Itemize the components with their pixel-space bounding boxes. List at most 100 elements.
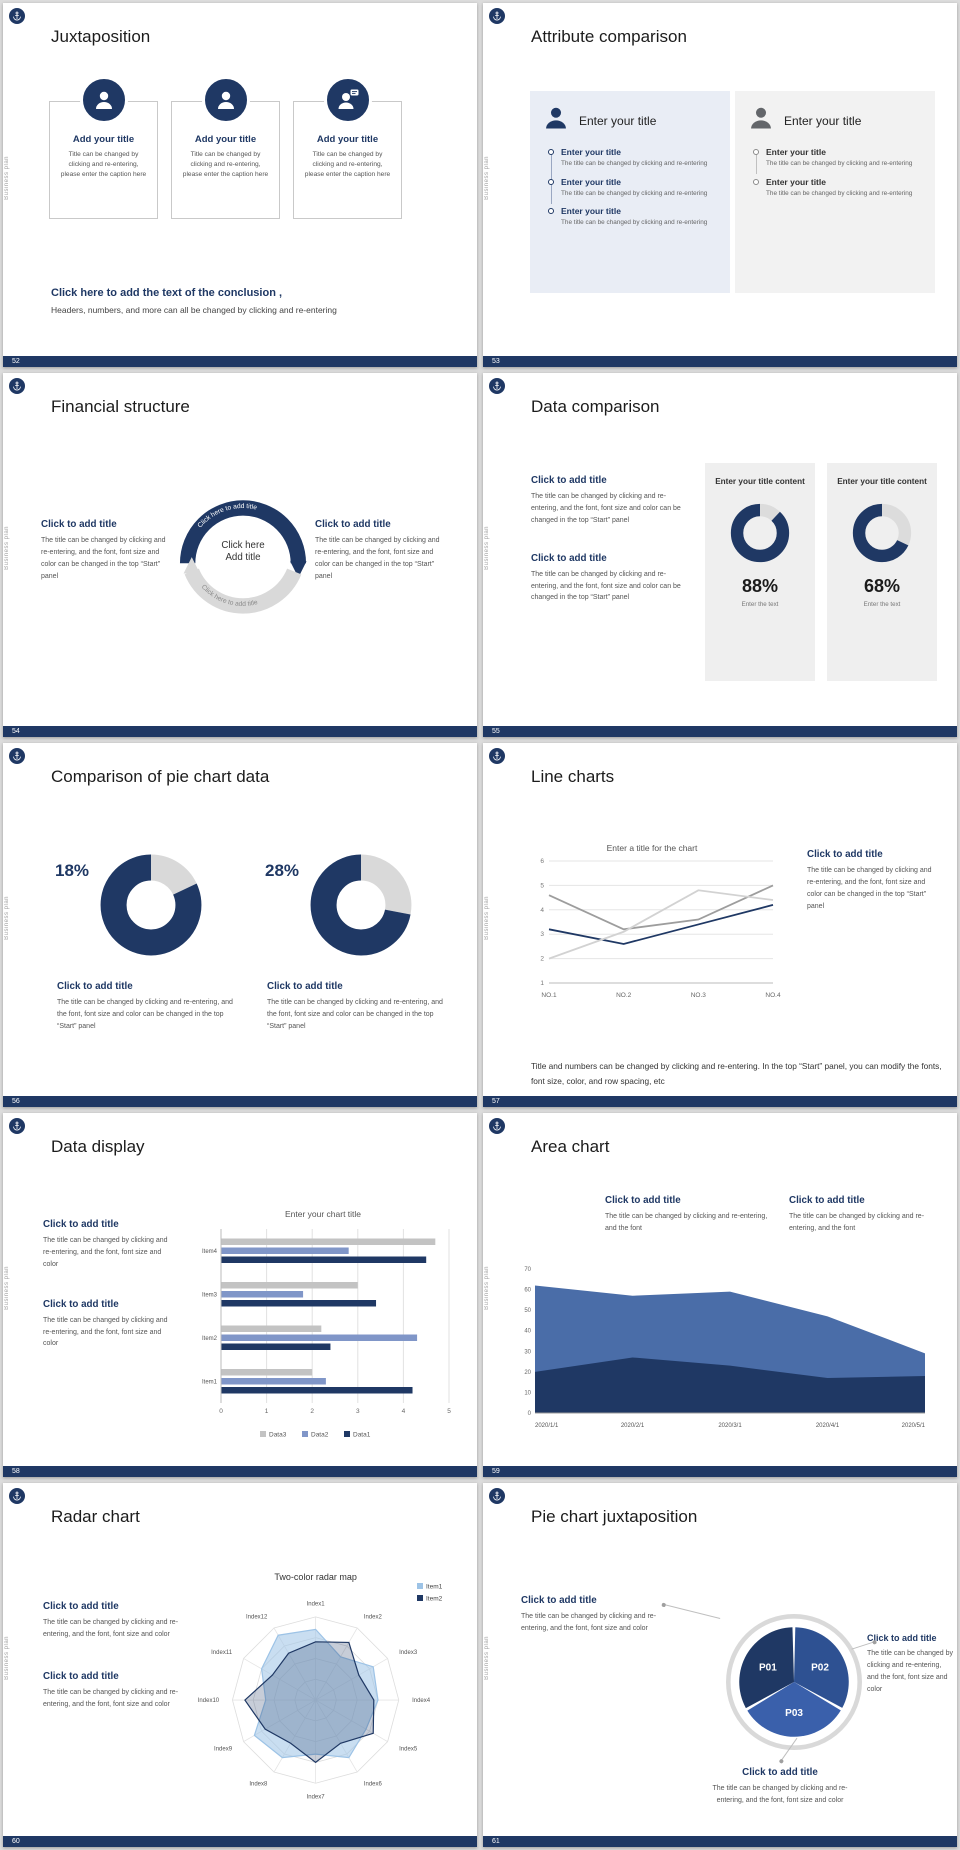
vertical-brand-text: Business plan xyxy=(4,1635,10,1680)
person-icon xyxy=(747,104,775,137)
slide-number: 55 xyxy=(492,728,500,735)
svg-text:Index4: Index4 xyxy=(412,1698,431,1704)
text-block: Click to add title The title can be chan… xyxy=(521,1595,661,1635)
svg-text:Index12: Index12 xyxy=(246,1614,268,1620)
slide-57[interactable]: Business plan Line charts 1 2 3 4 5 6 NO.1 NO.2… xyxy=(483,743,957,1107)
text-block: Click to add title The title can be chan… xyxy=(531,553,689,605)
svg-text:1: 1 xyxy=(265,1408,269,1415)
svg-text:Item1: Item1 xyxy=(426,1584,443,1591)
text-block: Click to add title The title can be chan… xyxy=(267,981,450,1033)
slide-58[interactable]: Business plan Data display Click to add … xyxy=(3,1113,477,1477)
svg-text:Index9: Index9 xyxy=(214,1746,233,1752)
slide-55[interactable]: Business plan Data comparison Click to a… xyxy=(483,373,957,737)
svg-text:2020/4/1: 2020/4/1 xyxy=(816,1423,840,1429)
timeline: Enter your title The title can be change… xyxy=(753,147,923,198)
svg-text:Item3: Item3 xyxy=(202,1292,218,1298)
text-block-right: Click to add title The title can be chan… xyxy=(315,519,443,583)
timeline-item: Enter your title The title can be change… xyxy=(548,177,718,199)
slide-56[interactable]: Business plan Comparison of pie chart da… xyxy=(3,743,477,1107)
block-title: Click to add title xyxy=(531,475,607,486)
anchor-logo-icon xyxy=(9,378,25,394)
item-title: Enter your title xyxy=(561,147,621,157)
block-caption: The title can be changed by clicking and… xyxy=(807,867,932,910)
slide-title: Comparison of pie chart data xyxy=(51,767,270,786)
item-title: Enter your title xyxy=(561,206,621,217)
block-caption: The title can be changed by clicking and… xyxy=(43,1316,168,1348)
anchor-logo-icon xyxy=(489,748,505,764)
card-title: Add your title xyxy=(316,134,379,145)
slide-52[interactable]: Business plan Juxtaposition Add your tit… xyxy=(3,3,477,367)
svg-text:Enter a title for the chart: Enter a title for the chart xyxy=(607,843,698,853)
svg-text:Data3: Data3 xyxy=(269,1432,287,1439)
footnote-text: Title and numbers can be changed by clic… xyxy=(531,1061,942,1086)
slide-54[interactable]: Business plan Financial structure Click … xyxy=(3,373,477,737)
slide-footer-bar xyxy=(483,1836,957,1847)
slide-number: 60 xyxy=(12,1838,20,1845)
slide-title: Area chart xyxy=(531,1137,610,1156)
block-caption: The title can be changed by clicking and… xyxy=(789,1213,925,1232)
slide-number: 52 xyxy=(12,358,20,365)
slide-number: 57 xyxy=(492,1098,500,1105)
anchor-logo-icon xyxy=(9,748,25,764)
timeline: Enter your title The title can be change… xyxy=(548,147,718,228)
panel-heading: Enter your title xyxy=(784,113,862,128)
svg-text:Index6: Index6 xyxy=(364,1782,383,1788)
svg-text:Two-color radar map: Two-color radar map xyxy=(274,1572,357,1582)
person-icon xyxy=(79,76,128,124)
card-row: Add your title Title can be changed by c… xyxy=(49,76,402,219)
right-panel: Enter your title Enter your title The ti… xyxy=(735,91,935,293)
text-block: Click to add title The title can be chan… xyxy=(43,1219,173,1271)
panel-heading: Enter your title content xyxy=(837,477,927,486)
slide-title: Radar chart xyxy=(51,1507,140,1526)
slide-title: Pie chart juxtaposition xyxy=(531,1507,698,1526)
block-caption: The title can be changed by clicking and… xyxy=(43,1688,179,1708)
anchor-logo-icon xyxy=(489,1488,505,1504)
svg-text:2: 2 xyxy=(310,1408,314,1415)
timeline-item: Enter your title The title can be change… xyxy=(753,177,923,199)
data-panel: Enter your title content 68% Enter the t… xyxy=(827,463,937,681)
slide-footer-bar xyxy=(483,726,957,737)
item-title: Enter your title xyxy=(561,176,621,187)
svg-text:2: 2 xyxy=(540,956,544,963)
svg-text:Index10: Index10 xyxy=(198,1698,220,1704)
svg-text:Item4: Item4 xyxy=(202,1249,218,1255)
block-title: Click to add title xyxy=(43,1601,119,1612)
person-chat-icon xyxy=(323,76,372,124)
text-block: Click to add title The title can be chan… xyxy=(807,849,939,913)
item-title: Enter your title xyxy=(766,176,826,187)
svg-text:2020/5/1: 2020/5/1 xyxy=(902,1423,926,1429)
slide-59[interactable]: Business plan Area chart Click to add ti… xyxy=(483,1113,957,1477)
svg-text:Index5: Index5 xyxy=(399,1746,418,1752)
svg-text:6: 6 xyxy=(540,858,544,865)
svg-text:4: 4 xyxy=(540,907,544,914)
block-title: Click to add title xyxy=(315,519,391,530)
area-chart: 0 10 20 30 40 50 60 70 2020/1/1 2020/2/1 2020/3/1 2… xyxy=(509,1261,937,1433)
svg-text:0: 0 xyxy=(219,1408,223,1415)
slide-title: Data comparison xyxy=(531,397,660,416)
item-caption: The title can be changed by clicking and… xyxy=(561,219,708,227)
slide-footer-bar xyxy=(483,1466,957,1477)
vertical-brand-text: Business plan xyxy=(484,525,490,570)
slide-60[interactable]: Business plan Radar chart Click to add t… xyxy=(3,1483,477,1847)
card-caption: Title can be changed by clicking and re-… xyxy=(304,151,391,179)
svg-text:Item1: Item1 xyxy=(202,1379,218,1385)
conclusion-text: Headers, numbers, and more can all be ch… xyxy=(51,305,337,315)
svg-text:P01: P01 xyxy=(759,1663,777,1674)
text-block: Click to add title The title can be chan… xyxy=(605,1195,773,1235)
percent-label: 28% xyxy=(265,861,300,880)
slide-number: 53 xyxy=(492,358,500,365)
slide-61[interactable]: Business plan Pie chart juxtaposition Cl… xyxy=(483,1483,957,1847)
slide-footer-bar xyxy=(483,1096,957,1107)
anchor-logo-icon xyxy=(489,8,505,24)
block-title: Click to add title xyxy=(531,552,607,564)
svg-text:0: 0 xyxy=(528,1411,532,1417)
pie-chart: P01 P02 P03 xyxy=(721,1609,867,1755)
vertical-brand-text: Business plan xyxy=(4,155,10,200)
timeline-item: Enter your title The title can be change… xyxy=(548,147,718,169)
slide-53[interactable]: Business plan Attribute comparison Enter… xyxy=(483,3,957,367)
bar-chart: 0 1 2 3 4 5 Item1 Item2 Item3 Item4 Enter your cha… xyxy=(185,1205,461,1443)
svg-text:30: 30 xyxy=(524,1349,531,1355)
svg-text:Index7: Index7 xyxy=(307,1795,326,1801)
block-title: Click to add title xyxy=(807,849,883,860)
svg-text:Enter your chart title: Enter your chart title xyxy=(285,1209,361,1219)
